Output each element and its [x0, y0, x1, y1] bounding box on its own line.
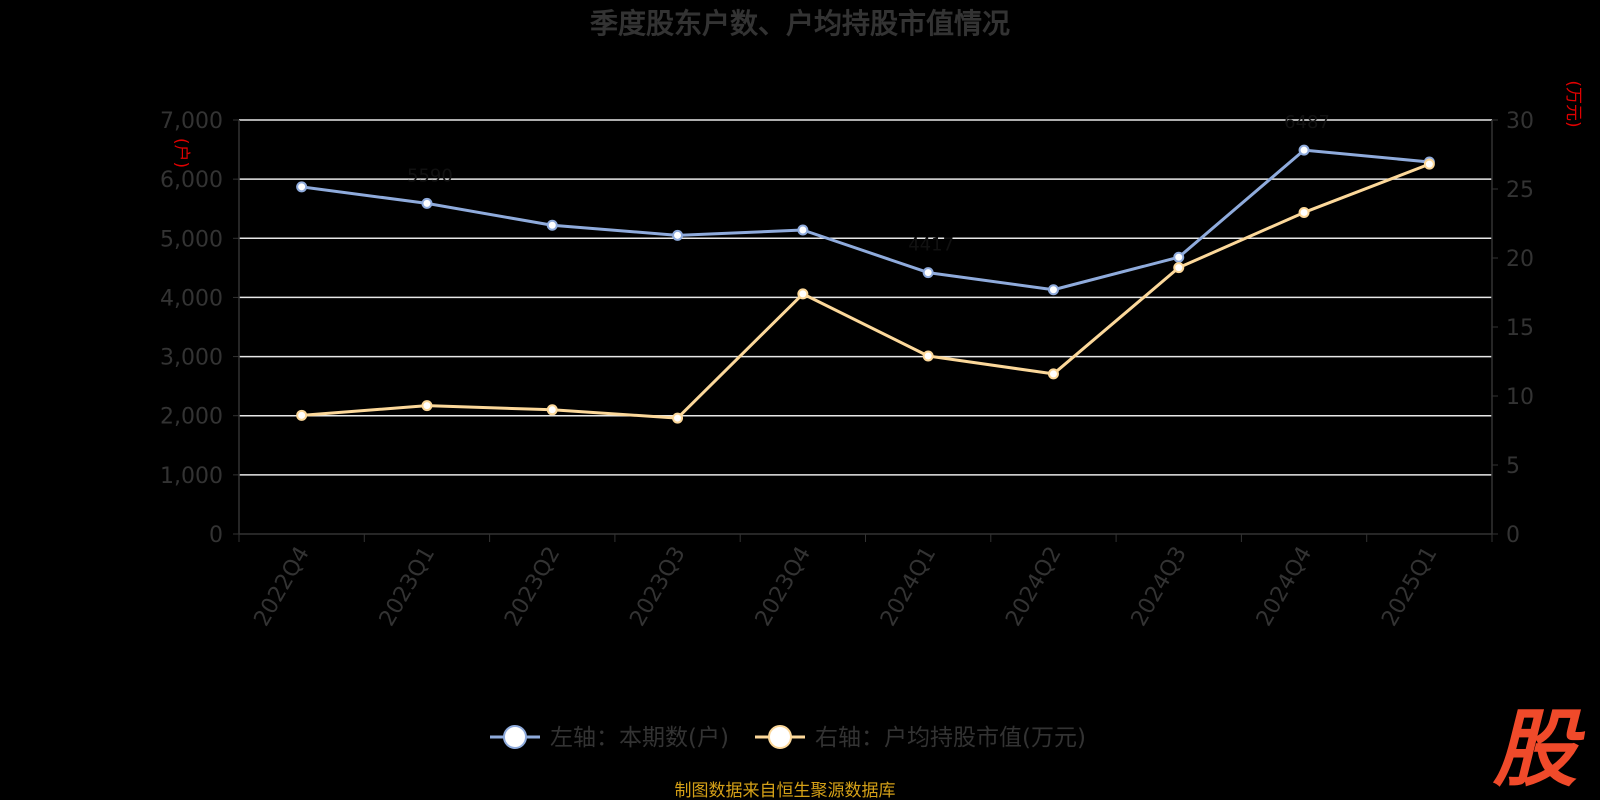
- x-axis-ticks: 2022Q4 2023Q1 2023Q2 2023Q3 2023Q4 2024Q1 2024…: [238, 534, 1493, 631]
- series-point-1: [1423, 158, 1435, 170]
- x-tick-label: 2025Q1: [1377, 543, 1442, 631]
- series-point-0: [672, 229, 684, 241]
- brand-logo: 股: [1492, 700, 1586, 798]
- series-point-0: [1047, 284, 1059, 296]
- series-point-0: [922, 267, 934, 279]
- x-tick-label: 2023Q2: [500, 543, 565, 631]
- legend[interactable]: 左轴：本期数(户) 右轴：户均持股市值(万元): [490, 725, 1086, 751]
- right-axis-ticks: 0 5 10 15 20 25 30: [1492, 109, 1534, 548]
- x-tick-label: 2023Q3: [625, 543, 690, 631]
- left-axis-unit: (户): [171, 138, 191, 168]
- data-labels: 5590 4417 6487: [407, 112, 1330, 255]
- series-lines: [296, 144, 1435, 424]
- series-point-0: [1298, 144, 1310, 156]
- data-label: 4417: [908, 235, 954, 256]
- left-tick-label: 6,000: [160, 168, 223, 193]
- legend-marker-value: [768, 725, 792, 749]
- right-tick-label: 20: [1506, 247, 1534, 272]
- series-point-0: [296, 181, 308, 193]
- series-point-1: [1298, 206, 1310, 218]
- x-tick-label: 2024Q1: [876, 543, 941, 631]
- left-tick-label: 7,000: [160, 109, 223, 134]
- series-point-0: [421, 197, 433, 209]
- series-point-1: [296, 409, 308, 421]
- right-tick-label: 15: [1506, 316, 1534, 341]
- legend-marker-holders: [503, 725, 527, 749]
- gridlines: [239, 119, 1492, 476]
- left-tick-label: 1,000: [160, 464, 223, 489]
- data-label: 6487: [1284, 112, 1330, 133]
- x-tick-label: 2024Q3: [1127, 543, 1192, 631]
- series-point-1: [922, 350, 934, 362]
- legend-label-holders: 左轴：本期数(户): [550, 725, 729, 751]
- data-label: 5590: [407, 165, 453, 186]
- source-note: 制图数据来自恒生聚源数据库: [675, 781, 896, 800]
- x-tick-label: 2022Q4: [250, 543, 315, 631]
- right-tick-label: 5: [1506, 454, 1520, 479]
- legend-item-value[interactable]: 右轴：户均持股市值(万元): [755, 725, 1086, 751]
- x-tick-label: 2023Q4: [751, 543, 816, 631]
- legend-label-value: 右轴：户均持股市值(万元): [815, 725, 1086, 751]
- left-tick-label: 3,000: [160, 346, 223, 371]
- right-tick-label: 10: [1506, 385, 1534, 410]
- left-tick-label: 5,000: [160, 227, 223, 252]
- series-point-1: [797, 288, 809, 300]
- series-point-1: [1173, 262, 1185, 274]
- chart-title: 季度股东户数、户均持股市值情况: [590, 7, 1010, 40]
- series-point-1: [672, 412, 684, 424]
- series-point-1: [546, 404, 558, 416]
- left-tick-label: 4,000: [160, 286, 223, 311]
- right-tick-label: 25: [1506, 178, 1534, 203]
- legend-item-holders[interactable]: 左轴：本期数(户): [490, 725, 729, 751]
- left-tick-label: 2,000: [160, 405, 223, 430]
- series-line-0: [301, 148, 1430, 292]
- left-tick-label: 0: [209, 523, 223, 548]
- series-point-0: [546, 219, 558, 231]
- right-tick-label: 0: [1506, 523, 1520, 548]
- x-tick-label: 2024Q2: [1001, 543, 1066, 631]
- series-point-1: [1047, 368, 1059, 380]
- left-axis-ticks: 0 1,000 2,000 3,000 4,000 5,000 6,000 7,000: [160, 109, 239, 548]
- x-tick-label: 2023Q1: [375, 543, 440, 631]
- right-axis-unit: (万元): [1563, 80, 1583, 127]
- series-line-1: [301, 162, 1430, 420]
- right-tick-label: 30: [1506, 109, 1534, 134]
- x-tick-label: 2024Q4: [1252, 543, 1317, 631]
- series-point-0: [797, 224, 809, 236]
- series-point-0: [1173, 251, 1185, 263]
- series-point-1: [421, 400, 433, 412]
